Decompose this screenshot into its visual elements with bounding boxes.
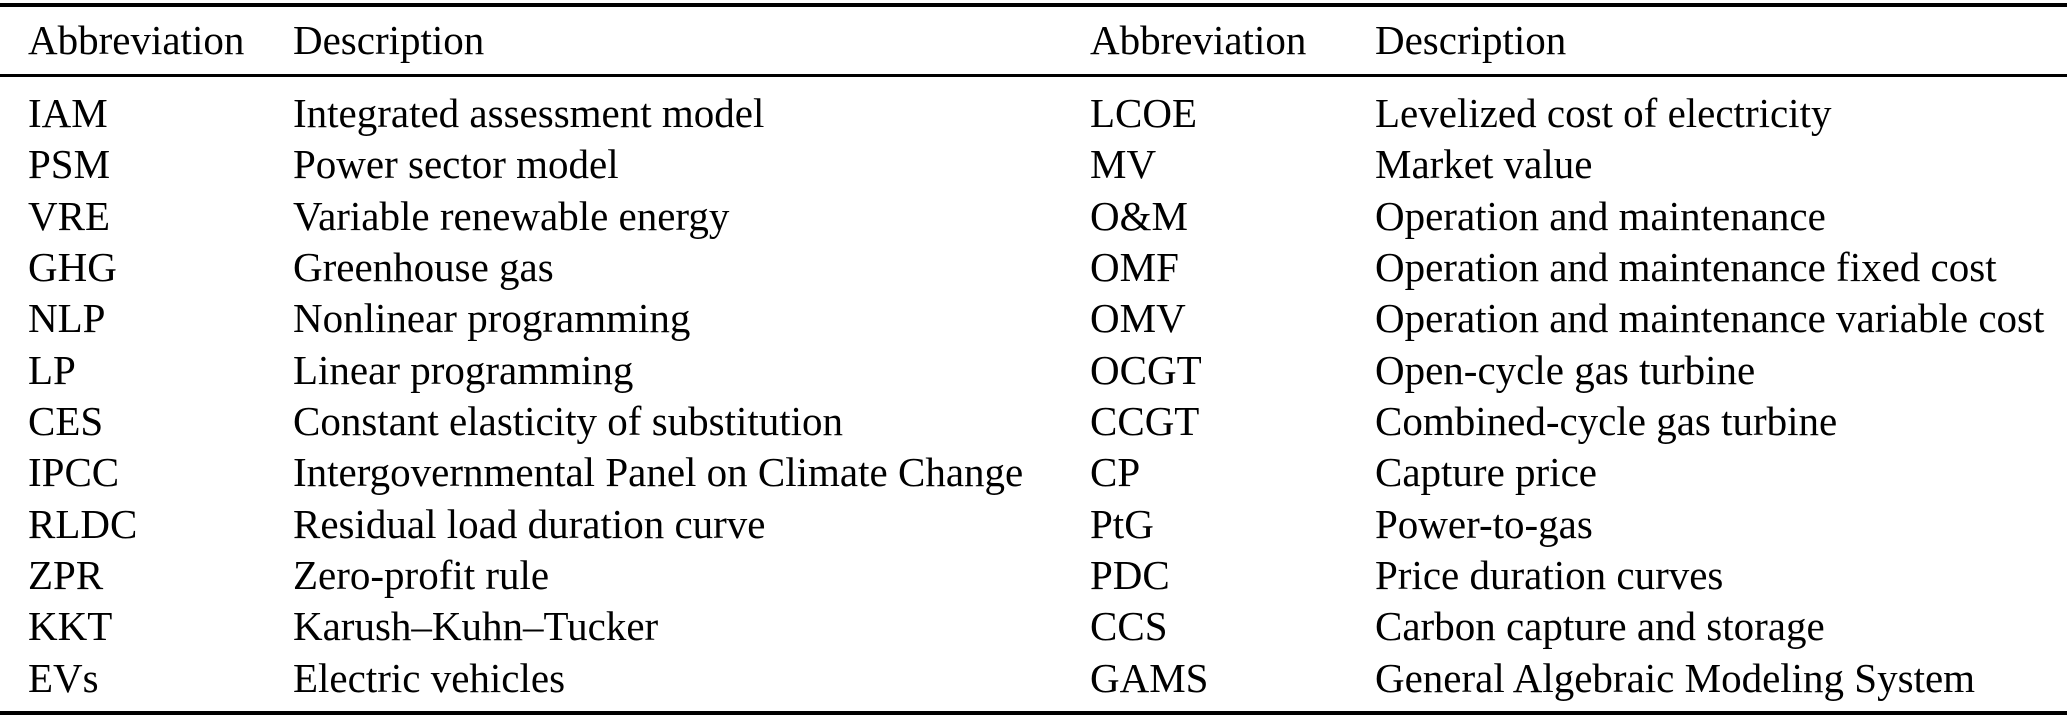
left-abbreviation-cell: LP — [28, 346, 76, 393]
left-abbreviation-cell: ZPR — [28, 551, 104, 598]
right-header-abbreviation: Abbreviation — [1090, 17, 1307, 63]
left-description-cell: Greenhouse gas — [293, 243, 554, 290]
right-abbreviation-cell: MV — [1090, 141, 1157, 188]
left-description-cell: Zero-profit rule — [293, 551, 550, 598]
right-abbreviation-cell: CCS — [1090, 603, 1168, 650]
right-abbreviation-cell: PtG — [1090, 500, 1154, 547]
table-row: VRE Variable renewable energy O&M Operation… — [0, 191, 2067, 242]
left-description-cell: Constant elasticity of substitution — [293, 397, 844, 444]
left-description-cell: Intergovernmental Panel on Climate Chang… — [293, 449, 1024, 496]
left-description-cell: Nonlinear programming — [293, 295, 691, 342]
right-description-cell: General Algebraic Modeling System — [1375, 654, 1976, 701]
mid-rule — [0, 74, 2067, 77]
right-abbreviation-cell: OCGT — [1090, 346, 1202, 393]
right-description-cell: Operation and maintenance fixed cost — [1375, 243, 1997, 290]
table-row: GHG Greenhouse gas OMF Operation and mainte… — [0, 242, 2067, 293]
left-abbreviation-cell: IAM — [28, 90, 108, 136]
right-description-cell: Levelized cost of electricity — [1375, 90, 1832, 136]
right-header-description: Description — [1375, 17, 1567, 63]
right-description-cell: Market value — [1375, 141, 1593, 188]
table-row: RLDC Residual load duration curve PtG Power… — [0, 499, 2067, 550]
left-abbreviation-cell: NLP — [28, 295, 106, 342]
left-abbreviation-cell: RLDC — [28, 500, 138, 547]
right-abbreviation-cell: OMF — [1090, 243, 1179, 290]
left-abbreviation-cell: IPCC — [28, 449, 120, 496]
right-description-cell: Price duration curves — [1375, 551, 1724, 598]
left-description-cell: Integrated assessment model — [293, 90, 765, 136]
right-description-cell: Operation and maintenance — [1375, 192, 1826, 239]
right-description-cell: Power-to-gas — [1375, 500, 1593, 547]
left-description-cell: Linear programming — [293, 346, 634, 393]
table-row: IPCC Intergovernmental Panel on Climate C… — [0, 447, 2067, 498]
right-abbreviation-cell: CCGT — [1090, 397, 1200, 444]
left-abbreviation-cell: EVs — [28, 654, 99, 701]
right-description-cell: Combined-cycle gas turbine — [1375, 397, 1838, 444]
table-row: NLP Nonlinear programming OMV Operation and… — [0, 293, 2067, 344]
table-row: KKT Karush–Kuhn–Tucker CCS Carbon capture a… — [0, 601, 2067, 652]
left-description-cell: Residual load duration curve — [293, 500, 766, 547]
table-row: PSM Power sector model MV Market value — [0, 139, 2067, 190]
right-abbreviation-cell: OMV — [1090, 295, 1186, 342]
left-description-cell: Electric vehicles — [293, 654, 566, 701]
left-abbreviation-cell: KKT — [28, 603, 113, 650]
left-abbreviation-cell: PSM — [28, 141, 111, 188]
top-rule — [0, 3, 2067, 7]
right-description-cell: Capture price — [1375, 449, 1597, 496]
right-abbreviation-cell: CP — [1090, 449, 1141, 496]
table-row: IAM Integrated assessment model LCOE Leveli… — [0, 88, 2067, 139]
left-description-cell: Power sector model — [293, 141, 619, 188]
table-body: IAM Integrated assessment model LCOE Leveli… — [0, 77, 2067, 711]
left-header-description: Description — [293, 17, 485, 63]
table-row: EVs Electric vehicles GAMS General Algebrai… — [0, 653, 2067, 704]
right-description-cell: Open-cycle gas turbine — [1375, 346, 1756, 393]
left-description-cell: Variable renewable energy — [293, 192, 730, 239]
table-header-row: Abbreviation Description Abbreviation De… — [0, 7, 2067, 74]
right-abbreviation-cell: GAMS — [1090, 654, 1209, 701]
left-header-abbreviation: Abbreviation — [28, 17, 245, 63]
left-abbreviation-cell: GHG — [28, 243, 117, 290]
left-abbreviation-cell: CES — [28, 397, 104, 444]
right-abbreviation-cell: O&M — [1090, 192, 1188, 239]
left-description-cell: Karush–Kuhn–Tucker — [293, 603, 659, 650]
table-row: CES Constant elasticity of substitution CC… — [0, 396, 2067, 447]
right-description-cell: Carbon capture and storage — [1375, 603, 1825, 650]
right-abbreviation-cell: PDC — [1090, 551, 1170, 598]
right-abbreviation-cell: LCOE — [1090, 90, 1198, 136]
table-row: ZPR Zero-profit rule PDC Price duration cur… — [0, 550, 2067, 601]
right-description-cell: Operation and maintenance variable cost — [1375, 295, 2045, 342]
table-row: LP Linear programming OCGT Open-cycle gas t… — [0, 345, 2067, 396]
bottom-rule — [0, 710, 2067, 715]
left-abbreviation-cell: VRE — [28, 192, 110, 239]
